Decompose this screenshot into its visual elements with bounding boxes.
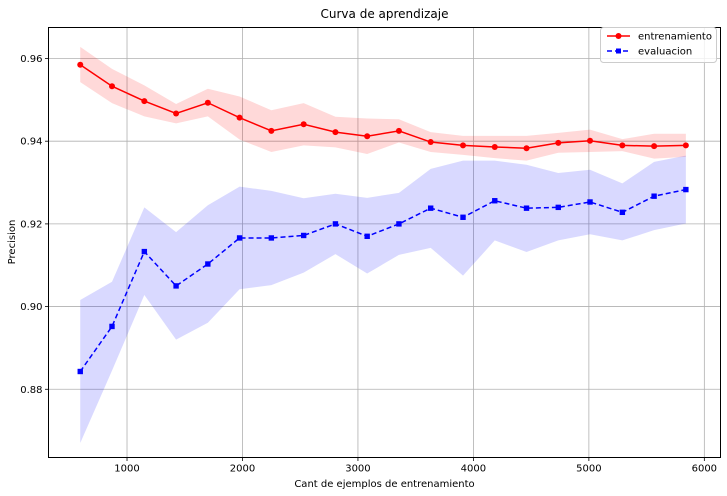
data-point: [300, 121, 307, 128]
y-tick-label: 0.90: [20, 302, 42, 313]
data-point: [204, 99, 211, 106]
series-markers: [77, 61, 689, 375]
data-point: [492, 198, 498, 204]
data-point: [427, 139, 434, 146]
x-tick-label: 3000: [345, 464, 370, 475]
data-point: [141, 248, 148, 255]
data-point: [77, 61, 84, 68]
data-point: [460, 214, 466, 220]
data-point: [555, 204, 561, 211]
chart-title: Curva de aprendizaje: [321, 7, 449, 21]
y-tick-label: 0.96: [20, 54, 42, 65]
data-point: [523, 205, 530, 211]
x-tick-label: 6000: [692, 464, 717, 475]
series-line-entrenamiento: [79, 64, 686, 149]
data-point: [236, 235, 243, 241]
series-line-evaluacion: [79, 188, 687, 372]
x-axis-label: Cant de ejemplos de entrenamiento: [294, 479, 474, 490]
confidence-band-evaluacion: [80, 155, 686, 444]
confidence-band-entrenamiento: [80, 46, 686, 161]
data-point: [619, 142, 626, 149]
legend-marker-eval: [616, 48, 621, 54]
y-tick-label: 0.88: [20, 385, 42, 396]
data-point: [332, 129, 339, 136]
data-point: [396, 221, 402, 227]
data-point: [364, 233, 370, 239]
data-point: [651, 143, 658, 150]
y-axis-label: Precision: [7, 220, 18, 265]
data-point: [364, 133, 371, 140]
data-point: [236, 114, 243, 121]
data-point: [491, 143, 498, 150]
series-lines: [79, 64, 687, 372]
data-point: [268, 127, 275, 134]
data-point: [109, 323, 115, 330]
legend-label-train: entrenamiento: [638, 32, 712, 43]
data-point: [205, 261, 211, 267]
data-point: [587, 199, 593, 205]
data-point: [268, 235, 275, 241]
axis-ticks: 1000 2000 3000 4000 5000 6000 0.88 0.90 0.92 0.94…: [20, 54, 717, 474]
legend: entrenamiento evaluacion: [600, 27, 717, 63]
data-point: [77, 368, 83, 375]
data-point: [332, 221, 339, 227]
legend-marker-train: [615, 33, 622, 39]
data-point: [460, 142, 467, 149]
data-point: [523, 145, 530, 152]
data-point: [587, 137, 594, 144]
x-tick-label: 1000: [114, 464, 139, 475]
data-point: [109, 83, 116, 90]
data-point: [173, 110, 180, 117]
data-point: [395, 127, 402, 134]
confidence-bands: [80, 46, 686, 444]
data-point: [682, 142, 689, 149]
y-tick-label: 0.92: [20, 219, 42, 230]
data-point: [141, 98, 148, 105]
data-point: [173, 283, 179, 289]
data-point: [651, 193, 657, 199]
x-tick-label: 2000: [230, 464, 255, 475]
y-tick-label: 0.94: [20, 137, 42, 148]
data-point: [555, 139, 562, 146]
legend-label-eval: evaluacion: [638, 47, 692, 58]
plot-frame: [48, 27, 721, 458]
x-tick-label: 5000: [576, 464, 601, 475]
x-tick-label: 4000: [461, 464, 486, 475]
data-point: [427, 205, 434, 211]
grid: [48, 27, 721, 458]
data-point: [300, 232, 307, 239]
data-point: [683, 186, 689, 193]
data-point: [619, 209, 626, 216]
